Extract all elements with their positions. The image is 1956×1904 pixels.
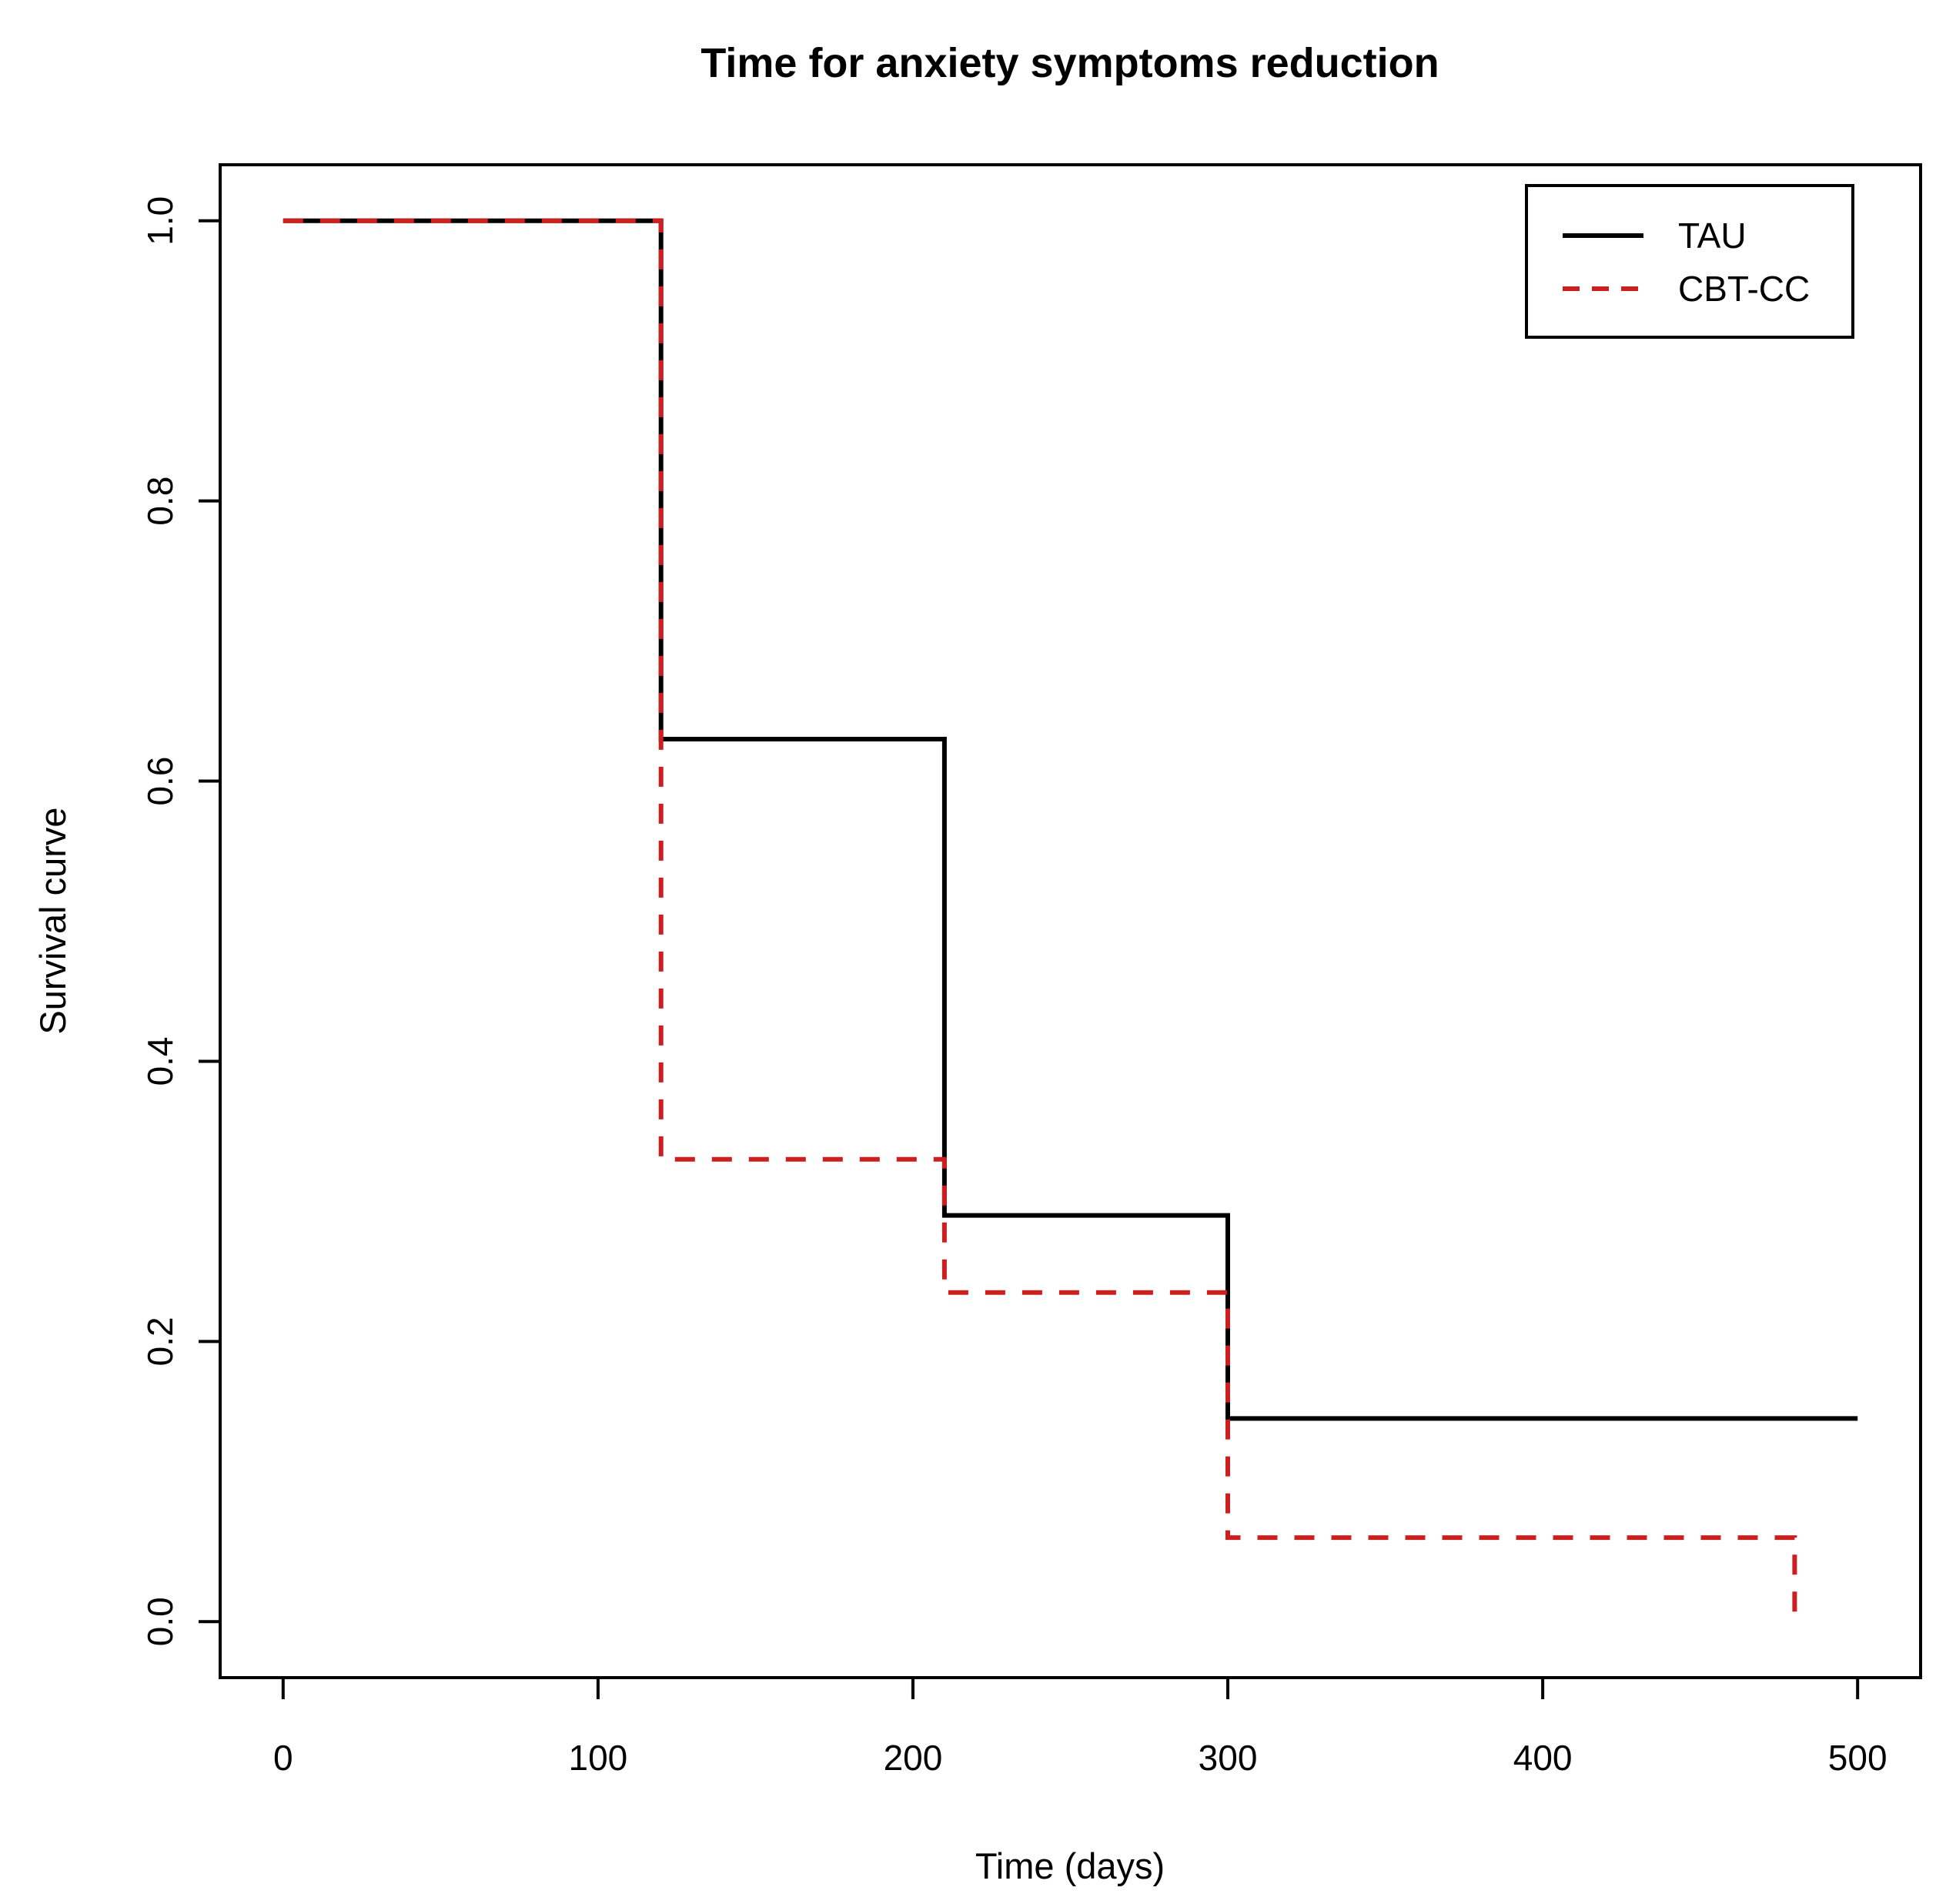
y-tick-label: 0.2 bbox=[140, 1317, 180, 1366]
legend-box bbox=[1525, 184, 1854, 339]
legend-cbt-cc-label: CBT-CC bbox=[1678, 269, 1810, 309]
x-tick-label: 200 bbox=[884, 1738, 943, 1778]
x-tick-label: 100 bbox=[569, 1738, 628, 1778]
tau-curve bbox=[283, 218, 1858, 1421]
legend: TAU CBT-CC bbox=[1525, 184, 1854, 339]
y-tick-label: 0.8 bbox=[140, 477, 180, 526]
legend-tau-label: TAU bbox=[1678, 216, 1747, 256]
x-tick-label: 500 bbox=[1828, 1738, 1887, 1778]
y-tick-label: 0.6 bbox=[140, 757, 180, 806]
x-tick-label: 300 bbox=[1199, 1738, 1258, 1778]
x-tick-label: 400 bbox=[1513, 1738, 1573, 1778]
y-tick-label: 0.4 bbox=[140, 1036, 180, 1086]
x-tick-label: 0 bbox=[273, 1738, 293, 1778]
y-tick-label: 0.0 bbox=[140, 1597, 180, 1646]
plot-border bbox=[219, 163, 1922, 1679]
y-axis-label: Survival curve bbox=[32, 807, 73, 1034]
cbt-cc-curve bbox=[283, 218, 1797, 1615]
plot-layer: 0 100 200 300 400 500 0.0 0.2 0.4 0.6 0.8 1.0 bbox=[140, 196, 1887, 1778]
x-axis-label: Time (days) bbox=[975, 1845, 1165, 1886]
chart-title: Time for anxiety symptoms reduction bbox=[700, 40, 1439, 86]
y-tick-label: 1.0 bbox=[140, 196, 180, 246]
